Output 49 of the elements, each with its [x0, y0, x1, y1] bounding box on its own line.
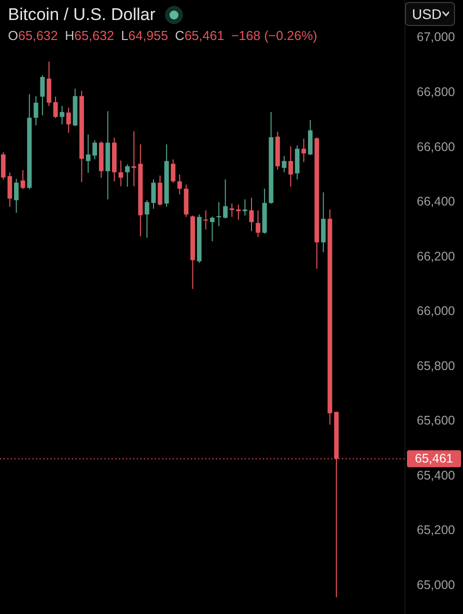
y-tick-label: 65,600: [416, 414, 456, 428]
candlestick: [282, 156, 286, 173]
candlestick: [223, 178, 228, 220]
candlestick: [14, 178, 19, 214]
candlestick: [86, 134, 90, 174]
candlestick: [125, 164, 130, 188]
dropdown: USD: [405, 2, 455, 26]
candlestick: [92, 140, 98, 160]
candlestick: [60, 105, 64, 125]
y-tick-label: 66,600: [416, 140, 456, 154]
candlestick: [177, 174, 182, 195]
candlestick: [321, 192, 326, 253]
candlestick: [66, 107, 71, 134]
annotation: L64,955: [121, 28, 168, 43]
candlestick: [34, 96, 38, 126]
candlestick: [132, 130, 136, 187]
candlestick: [288, 146, 293, 188]
candlestick: [242, 198, 248, 216]
y-tick-label: 66,800: [416, 85, 456, 100]
y-tick-label: 66,200: [416, 249, 456, 264]
y-tick-label: 65,200: [416, 523, 456, 538]
y-axis-title: USD: [412, 6, 442, 22]
y-tick-label: 67,000: [416, 30, 456, 44]
candlestick: [216, 202, 222, 227]
candlestick: [0, 152, 6, 180]
y-tick-label: 65,400: [416, 468, 456, 482]
annotation: H65,632: [64, 28, 114, 43]
candlestick: [170, 158, 176, 184]
y-tick-label: 66,000: [416, 304, 456, 318]
annotation: −168 (−0.26%): [231, 28, 318, 43]
candlestick: [230, 202, 234, 218]
y-tick-label: 66,400: [416, 194, 456, 209]
y-tick-label: 65,000: [416, 578, 456, 592]
annotation: C65,461: [175, 28, 224, 43]
chart-title: Bitcoin / U.S. Dollar: [8, 5, 156, 25]
y-tick-label: 65,800: [416, 358, 456, 373]
candlestick: [256, 210, 260, 238]
candlestick: [20, 170, 26, 190]
candlestick: [158, 175, 162, 206]
candlestick: [203, 210, 208, 230]
candlestick: [236, 204, 241, 220]
candlestick: [8, 172, 12, 208]
candlestick: [118, 160, 124, 187]
candlestick: [249, 197, 254, 232]
candlestick: [40, 74, 45, 116]
candlestick: [210, 216, 215, 242]
ref-line-label: 65,461: [414, 452, 454, 466]
annotation: O65,632: [8, 28, 58, 43]
candlestick: [301, 138, 306, 163]
